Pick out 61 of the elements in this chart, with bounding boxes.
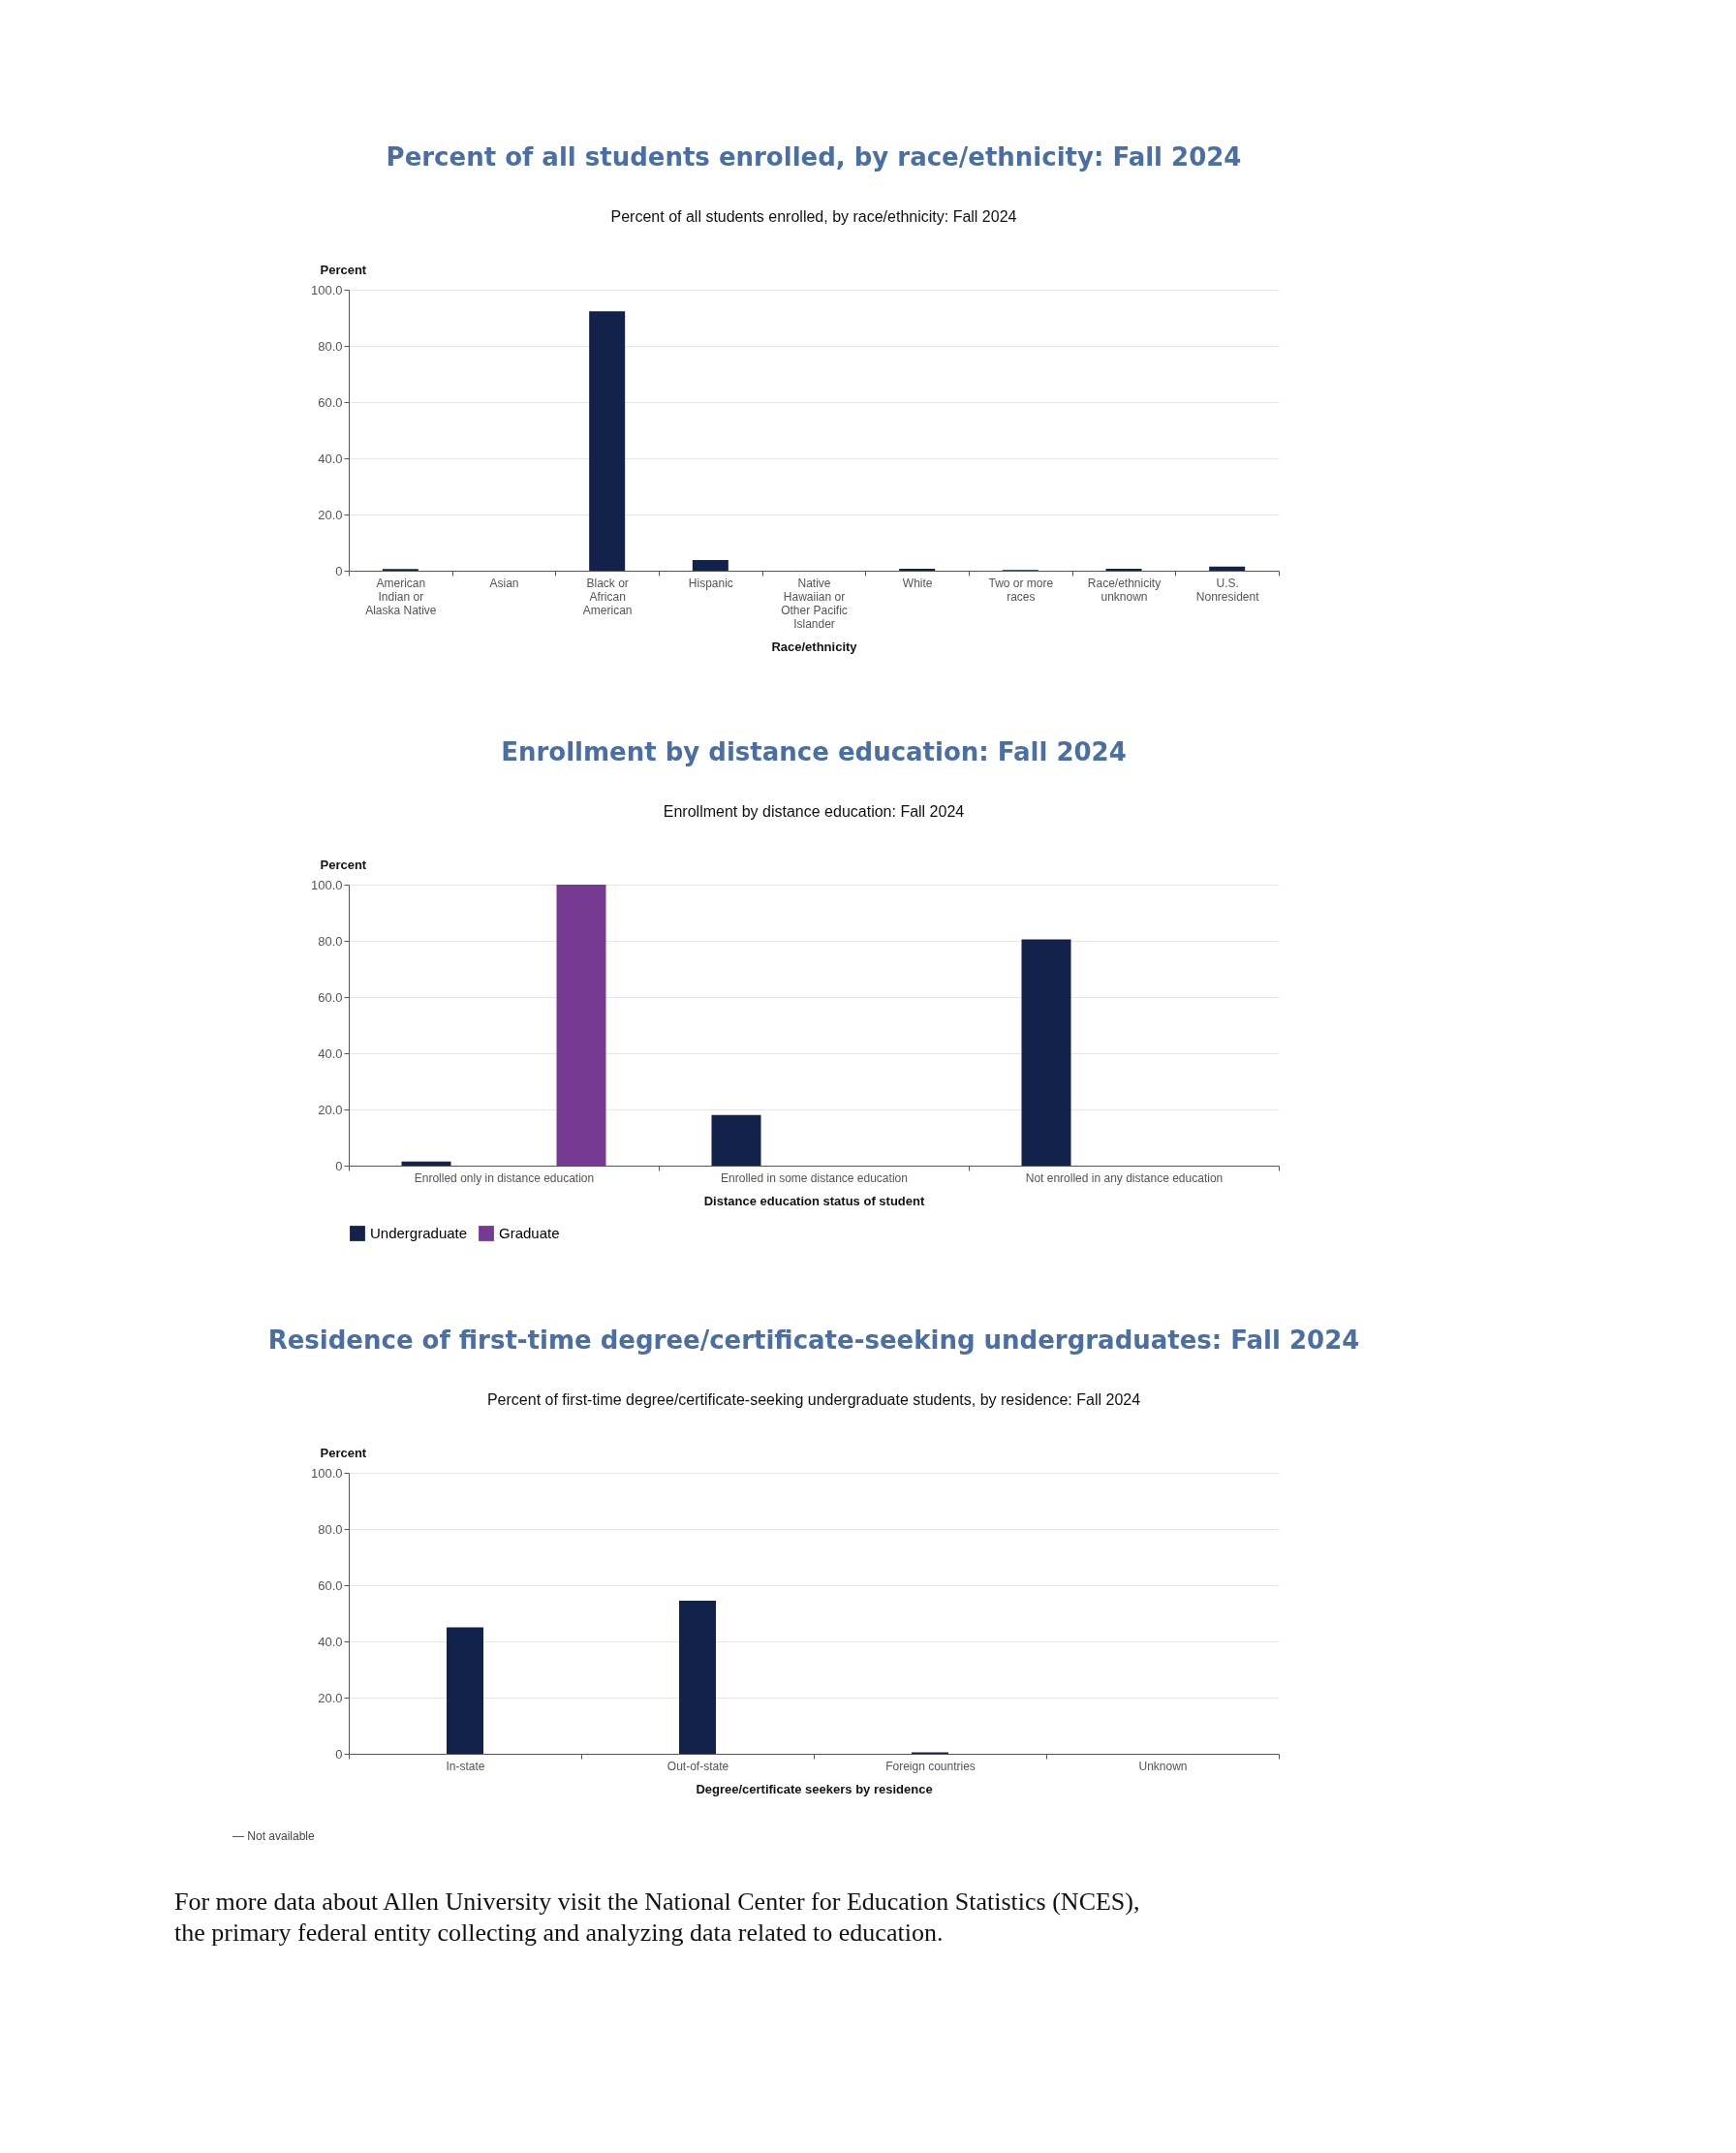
y-tick-label: 0 bbox=[335, 1746, 343, 1762]
y-tick-label: 20.0 bbox=[318, 507, 343, 522]
chart-title: Enrollment by distance education: Fall 2024 bbox=[663, 803, 965, 820]
y-tick-label: 40.0 bbox=[318, 1045, 343, 1061]
bar bbox=[1021, 939, 1071, 1166]
y-tick-label: 20.0 bbox=[318, 1102, 343, 1117]
x-tick-label: Black or African American bbox=[582, 576, 633, 617]
x-tick-label: Enrolled only in distance education bbox=[414, 1170, 595, 1185]
x-tick-label: Unknown bbox=[1138, 1759, 1188, 1773]
y-tick-label: 100.0 bbox=[310, 282, 343, 297]
x-tick-label: Asian bbox=[489, 576, 519, 590]
y-tick-label: 60.0 bbox=[318, 989, 343, 1005]
bar bbox=[711, 1114, 761, 1166]
chart-subtitle: Percent of all students enrolled, by race/ethnicity: Fall 2024 bbox=[386, 142, 1242, 172]
bar bbox=[1105, 568, 1142, 571]
y-tick-label: 40.0 bbox=[318, 451, 343, 466]
x-tick-label: Hispanic bbox=[688, 576, 733, 590]
x-axis-title: Degree/certificate seekers by residence bbox=[696, 1781, 933, 1796]
y-tick-label: 60.0 bbox=[318, 1577, 343, 1593]
bar bbox=[1209, 566, 1246, 571]
y-tick-label: 80.0 bbox=[318, 933, 343, 949]
y-tick-label: 80.0 bbox=[318, 1521, 343, 1537]
x-tick-label: Foreign countries bbox=[885, 1759, 976, 1773]
bar bbox=[589, 311, 626, 571]
x-tick-label: In-state bbox=[446, 1759, 485, 1773]
y-tick-label: 0 bbox=[335, 563, 343, 578]
x-axis-title: Distance education status of student bbox=[703, 1193, 925, 1208]
x-axis-title: Race/ethnicity bbox=[771, 639, 858, 654]
y-axis-title: Percent bbox=[320, 857, 367, 872]
chart-title: Residence of first-time degree/certificate-seeking undergraduates: Fall 2024 bbox=[267, 1326, 1360, 1355]
legend-label: Undergraduate bbox=[370, 1225, 468, 1241]
bar bbox=[899, 568, 936, 571]
x-tick-label: Out-of-state bbox=[666, 1759, 729, 1773]
legend-label: Graduate bbox=[499, 1225, 560, 1241]
y-axis-title: Percent bbox=[320, 1445, 367, 1460]
y-tick-label: 40.0 bbox=[318, 1634, 343, 1649]
y-tick-label: 20.0 bbox=[318, 1690, 343, 1705]
x-tick-label: Not enrolled in any distance education bbox=[1025, 1170, 1224, 1185]
text: For more data about Allen University visit the National Center for Education Statistics (NCES), the primary federal entity collecting and analyzing data related to education. bbox=[174, 1888, 1140, 1947]
y-tick-label: 100.0 bbox=[310, 1465, 343, 1481]
x-tick-label: White bbox=[902, 576, 933, 590]
y-tick-label: 80.0 bbox=[318, 338, 343, 354]
x-tick-label: American Indian or Alaska Native bbox=[365, 576, 437, 617]
y-tick-label: 100.0 bbox=[310, 877, 343, 892]
text: — Not available bbox=[232, 1829, 316, 1843]
bar bbox=[692, 559, 728, 571]
y-tick-label: 0 bbox=[335, 1158, 343, 1173]
chart-subtitle: Enrollment by distance education: Fall 2024 bbox=[501, 737, 1127, 766]
bar bbox=[447, 1627, 483, 1754]
x-tick-label: Two or more races bbox=[988, 576, 1054, 604]
x-tick-label: Race/ethnicity unknown bbox=[1087, 576, 1162, 604]
bar bbox=[401, 1161, 451, 1166]
chart-subtitle: Percent of first-time degree/certificate-seeking undergraduate students, by residence: Fall 2024 bbox=[486, 1391, 1141, 1408]
x-tick-label: Enrolled in some distance education bbox=[721, 1170, 908, 1185]
x-tick-label: Native Hawaiian or Other Pacific Islander bbox=[781, 576, 848, 631]
y-axis-title: Percent bbox=[320, 262, 367, 277]
chart-title: Percent of all students enrolled, by race/ethnicity: Fall 2024 bbox=[610, 208, 1017, 225]
y-tick-label: 60.0 bbox=[318, 394, 343, 410]
x-tick-label: U.S. Nonresident bbox=[1195, 576, 1260, 604]
bar bbox=[556, 885, 606, 1166]
bar bbox=[679, 1600, 716, 1754]
